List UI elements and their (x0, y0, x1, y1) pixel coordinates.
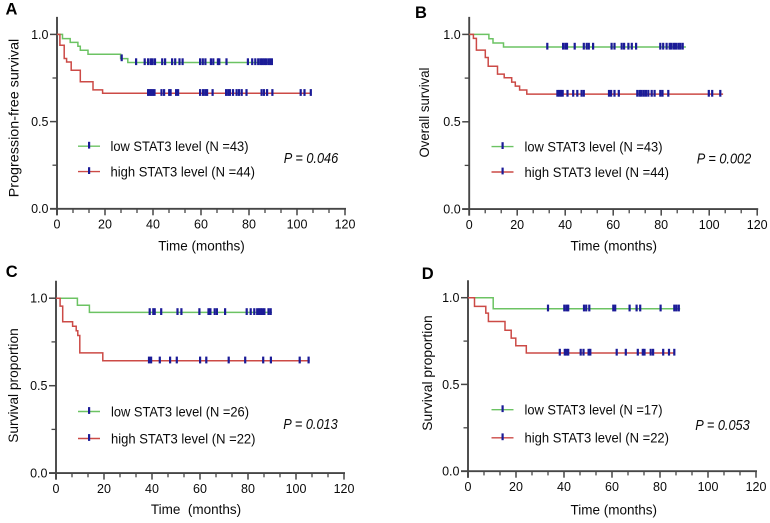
svg-text:P = 0.046: P = 0.046 (284, 150, 339, 167)
svg-text:Overall survival: Overall survival (416, 68, 432, 158)
svg-text:80: 80 (242, 218, 256, 232)
svg-text:100: 100 (699, 218, 720, 232)
svg-text:low STAT3 level (N =43): low STAT3 level (N =43) (111, 138, 249, 154)
svg-text:high STAT3 level (N =44): high STAT3 level (N =44) (111, 164, 256, 180)
svg-text:60: 60 (606, 218, 620, 232)
svg-text:1.0: 1.0 (31, 28, 48, 42)
svg-text:Time (months): Time (months) (571, 502, 658, 517)
svg-text:60: 60 (194, 218, 208, 232)
svg-text:0.0: 0.0 (30, 467, 47, 481)
svg-text:0.0: 0.0 (442, 465, 459, 479)
svg-text:0.0: 0.0 (31, 202, 48, 216)
svg-text:100: 100 (286, 482, 307, 496)
svg-text:80: 80 (653, 480, 667, 494)
svg-text:120: 120 (747, 218, 768, 232)
svg-text:low STAT3 level (N =43): low STAT3 level (N =43) (525, 139, 663, 155)
svg-text:Time (months): Time (months) (158, 238, 245, 253)
svg-text:Survival proportion: Survival proportion (419, 315, 435, 431)
svg-text:0.5: 0.5 (443, 115, 460, 129)
svg-text:Time (months): Time (months) (151, 502, 241, 517)
svg-text:Progression-free survival: Progression-free survival (5, 39, 21, 198)
svg-text:40: 40 (146, 218, 160, 232)
svg-text:0: 0 (466, 218, 473, 232)
svg-text:120: 120 (335, 218, 356, 232)
svg-text:0: 0 (53, 482, 60, 496)
svg-text:D: D (422, 265, 434, 283)
svg-text:P = 0.053: P = 0.053 (695, 417, 750, 434)
svg-text:0: 0 (465, 480, 472, 494)
svg-text:high STAT3 level (N =22): high STAT3 level (N =22) (111, 430, 256, 446)
svg-text:100: 100 (698, 480, 719, 494)
svg-text:P = 0.002: P = 0.002 (697, 150, 752, 167)
svg-text:20: 20 (509, 480, 523, 494)
svg-text:0.0: 0.0 (443, 203, 460, 217)
svg-text:C: C (6, 263, 18, 281)
svg-text:1.0: 1.0 (30, 292, 47, 306)
svg-text:40: 40 (145, 482, 159, 496)
svg-text:40: 40 (557, 480, 571, 494)
svg-text:high STAT3 level (N =44): high STAT3 level (N =44) (525, 164, 670, 180)
svg-text:0.5: 0.5 (31, 115, 48, 129)
svg-text:0.5: 0.5 (30, 379, 47, 393)
svg-text:120: 120 (746, 480, 767, 494)
svg-text:B: B (415, 4, 427, 22)
svg-text:1.0: 1.0 (442, 291, 459, 305)
svg-text:high STAT3 level (N =22): high STAT3 level (N =22) (525, 430, 670, 446)
svg-text:Time (months): Time (months) (571, 238, 658, 253)
svg-text:0: 0 (54, 218, 61, 232)
svg-text:60: 60 (605, 480, 619, 494)
svg-text:120: 120 (334, 482, 355, 496)
svg-text:80: 80 (241, 482, 255, 496)
svg-text:0.5: 0.5 (442, 378, 459, 392)
svg-text:20: 20 (510, 218, 524, 232)
svg-text:P = 0.013: P = 0.013 (283, 416, 338, 433)
svg-text:20: 20 (98, 218, 112, 232)
svg-text:1.0: 1.0 (443, 28, 460, 42)
svg-text:80: 80 (654, 218, 668, 232)
svg-text:40: 40 (558, 218, 572, 232)
svg-text:60: 60 (193, 482, 207, 496)
svg-text:Survival proportion: Survival proportion (5, 328, 21, 443)
svg-text:20: 20 (97, 482, 111, 496)
svg-text:low STAT3 level (N =17): low STAT3 level (N =17) (525, 402, 663, 418)
svg-text:100: 100 (287, 218, 308, 232)
svg-text:low STAT3 level (N =26): low STAT3 level (N =26) (111, 403, 249, 419)
svg-text:A: A (6, 1, 18, 19)
